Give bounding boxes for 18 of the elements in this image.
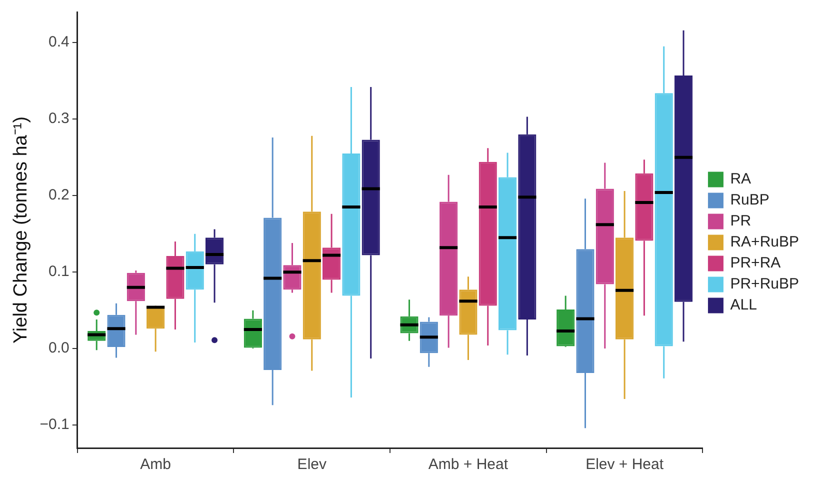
y-axis-title: Yield Change (tonnes ha⁻¹) <box>10 116 32 344</box>
x-tick-label: Amb + Heat <box>428 456 509 474</box>
y-tick-label: 0.3 <box>48 110 70 128</box>
y-tick-label: 0.2 <box>48 186 70 204</box>
x-tick-label: Amb <box>140 456 171 474</box>
legend-label: RuBP <box>730 192 770 209</box>
y-tick-label: 0.1 <box>48 263 70 280</box>
y-tick-label: 0.0 <box>48 340 70 357</box>
legend-label: PR+RA <box>730 254 781 272</box>
legend-label: RA <box>730 170 752 188</box>
legend-label: ALL <box>730 296 757 314</box>
y-tick-label: 0.4 <box>48 34 70 51</box>
x-tick-label: Elev <box>297 456 327 474</box>
x-tick-label: Elev + Heat <box>586 456 664 474</box>
legend-label: RA+RuBP <box>730 234 800 251</box>
legend-label: PR+RuBP <box>730 276 800 293</box>
legend-label: PR <box>730 212 752 230</box>
y-tick-label: −0.1 <box>40 416 70 434</box>
